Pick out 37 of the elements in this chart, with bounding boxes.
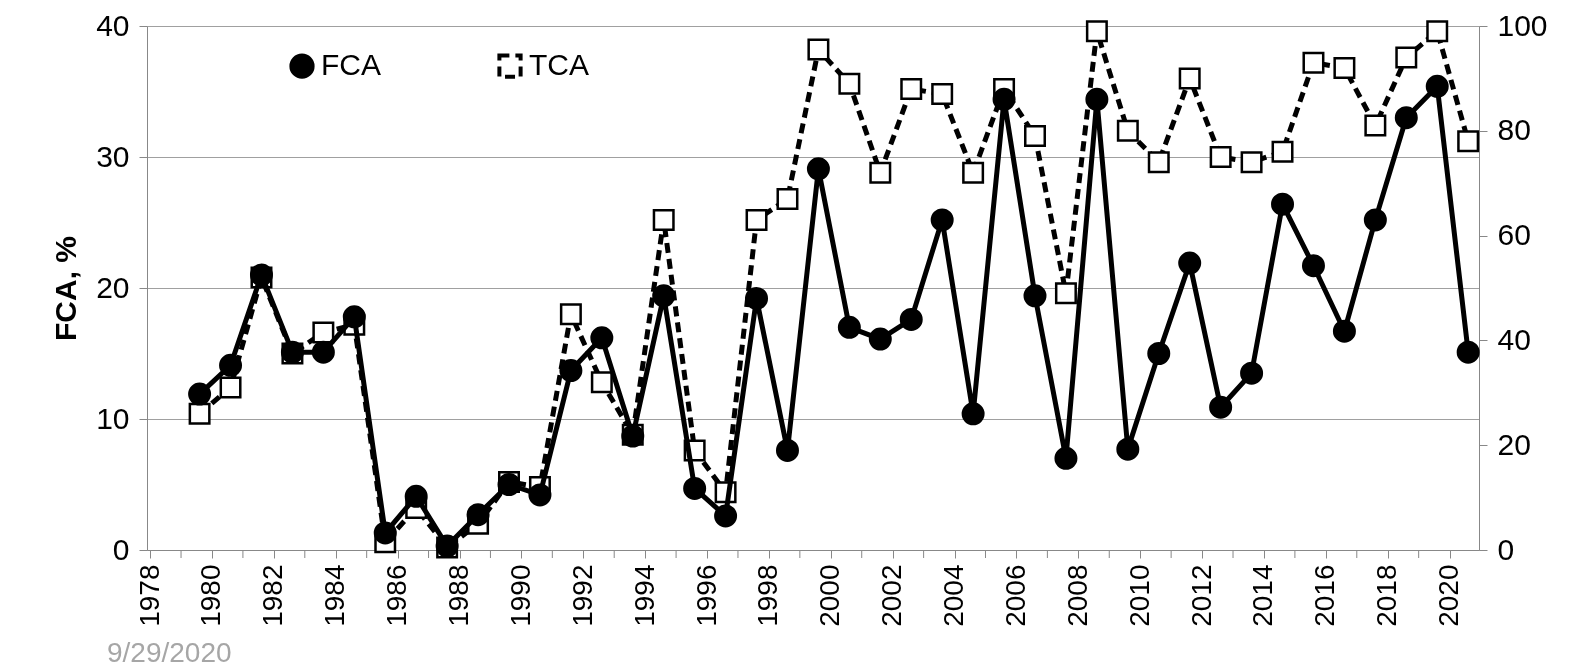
- x-tick-label: 2010: [1123, 564, 1155, 627]
- x-tick-label: 2000: [814, 564, 846, 627]
- x-tick-label: 1980: [195, 564, 227, 627]
- x-tick-label: 2016: [1309, 564, 1341, 627]
- x-tick-label: 1984: [319, 564, 351, 627]
- x-tick-label: 1978: [133, 564, 165, 627]
- x-tick-label: 1982: [257, 564, 289, 627]
- x-tick-label: 2008: [1061, 564, 1093, 627]
- legend-label: TCA: [529, 48, 589, 82]
- y-tick-label: 0: [112, 532, 130, 566]
- y2-tick-label: 100: [1497, 8, 1548, 42]
- y2-tick-label: 40: [1497, 322, 1531, 356]
- y-tick-label: 40: [96, 8, 130, 42]
- legend-label: FCA: [321, 48, 381, 82]
- x-tick-label: 2002: [876, 564, 908, 627]
- x-tick-label: 1994: [628, 564, 660, 627]
- y-tick-label: 10: [96, 401, 130, 435]
- y-tick-label: 20: [96, 270, 130, 304]
- x-tick-label: 1992: [566, 564, 598, 627]
- x-tick-label: 2006: [999, 564, 1031, 627]
- x-tick-label: 2020: [1433, 564, 1465, 627]
- y2-tick-label: 20: [1497, 427, 1531, 461]
- x-tick-label: 2012: [1185, 564, 1217, 627]
- x-tick-label: 1990: [504, 564, 536, 627]
- x-tick-label: 2018: [1371, 564, 1403, 627]
- x-tick-label: 1988: [443, 564, 474, 627]
- x-tick-label: 1998: [752, 564, 784, 627]
- y2-tick-label: 80: [1497, 113, 1531, 147]
- y-tick-label: 30: [96, 139, 130, 173]
- y2-tick-label: 0: [1497, 532, 1515, 566]
- x-tick-label: 1996: [690, 564, 722, 627]
- text: 9/29/2020: [107, 637, 232, 668]
- y2-tick-label: 60: [1497, 218, 1531, 252]
- y-axis-title: FCA, %: [49, 236, 83, 341]
- x-tick-label: 1986: [381, 564, 413, 627]
- x-tick-label: 2004: [938, 564, 970, 627]
- x-tick-label: 2014: [1247, 564, 1279, 627]
